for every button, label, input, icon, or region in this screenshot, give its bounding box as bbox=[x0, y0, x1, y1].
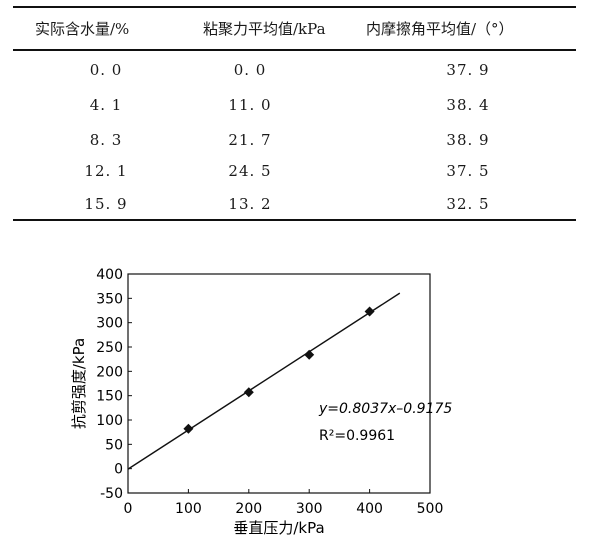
header-cohesion: 粘聚力平均值/kPa bbox=[203, 20, 326, 38]
header-water-content: 实际含水量/% bbox=[35, 20, 130, 38]
r-squared: R²=0.9961 bbox=[319, 428, 395, 444]
cell-water-content: 0. 0 bbox=[89, 61, 123, 79]
cell-water-content: 12. 1 bbox=[84, 162, 128, 180]
cell-water-content: 8. 3 bbox=[89, 131, 123, 149]
cell-friction-angle: 37. 9 bbox=[446, 61, 490, 79]
data-point bbox=[304, 349, 315, 360]
cell-friction-angle: 32. 5 bbox=[446, 195, 490, 213]
cell-friction-angle: 38. 9 bbox=[446, 131, 490, 149]
cell-friction-angle: 37. 5 bbox=[446, 162, 490, 180]
cell-water-content: 4. 1 bbox=[89, 96, 123, 114]
data-point bbox=[183, 423, 194, 434]
table-bottom-rule bbox=[13, 219, 576, 221]
cell-cohesion: 24. 5 bbox=[228, 162, 272, 180]
y-tick-label: -50 bbox=[100, 486, 123, 502]
cell-cohesion: 11. 0 bbox=[228, 96, 272, 114]
x-tick-label: 500 bbox=[417, 501, 444, 517]
data-point bbox=[364, 306, 375, 317]
x-tick-label: 400 bbox=[356, 501, 383, 517]
y-tick-label: 50 bbox=[105, 437, 123, 453]
cell-cohesion: 13. 2 bbox=[228, 195, 272, 213]
x-axis-label: 垂直压力/kPa bbox=[233, 519, 324, 537]
x-axis: 0 100 200 300 400 500 bbox=[124, 489, 444, 517]
y-tick-label: 200 bbox=[96, 364, 123, 380]
y-tick-label: 400 bbox=[96, 267, 123, 283]
header-friction-angle: 内摩擦角平均值/（°） bbox=[366, 20, 514, 38]
data-points bbox=[183, 306, 375, 434]
y-tick-label: 150 bbox=[96, 389, 123, 405]
data-point bbox=[243, 387, 254, 398]
x-tick-label: 300 bbox=[296, 501, 323, 517]
regression-equation: y=0.8037x–0.9175 bbox=[318, 401, 452, 417]
trendline bbox=[127, 292, 401, 470]
y-tick-label: 250 bbox=[96, 340, 123, 356]
y-axis: -50 0 50 100 150 200 250 300 350 400 bbox=[96, 267, 132, 502]
cell-friction-angle: 38. 4 bbox=[446, 96, 490, 114]
y-axis-label: 抗剪强度/kPa bbox=[70, 338, 88, 429]
x-tick-label: 100 bbox=[175, 501, 202, 517]
y-tick-label: 100 bbox=[96, 413, 123, 429]
plot-frame bbox=[127, 273, 431, 494]
table-top-rule bbox=[13, 6, 576, 8]
x-tick-label: 0 bbox=[124, 501, 133, 517]
x-tick-label: 200 bbox=[235, 501, 262, 517]
table-header-rule bbox=[13, 49, 576, 51]
y-tick-label: 0 bbox=[114, 462, 123, 478]
y-tick-label: 350 bbox=[96, 291, 123, 307]
cell-water-content: 15. 9 bbox=[84, 195, 128, 213]
y-tick-label: 300 bbox=[96, 316, 123, 332]
cell-cohesion: 21. 7 bbox=[228, 131, 272, 149]
cell-cohesion: 0. 0 bbox=[233, 61, 267, 79]
